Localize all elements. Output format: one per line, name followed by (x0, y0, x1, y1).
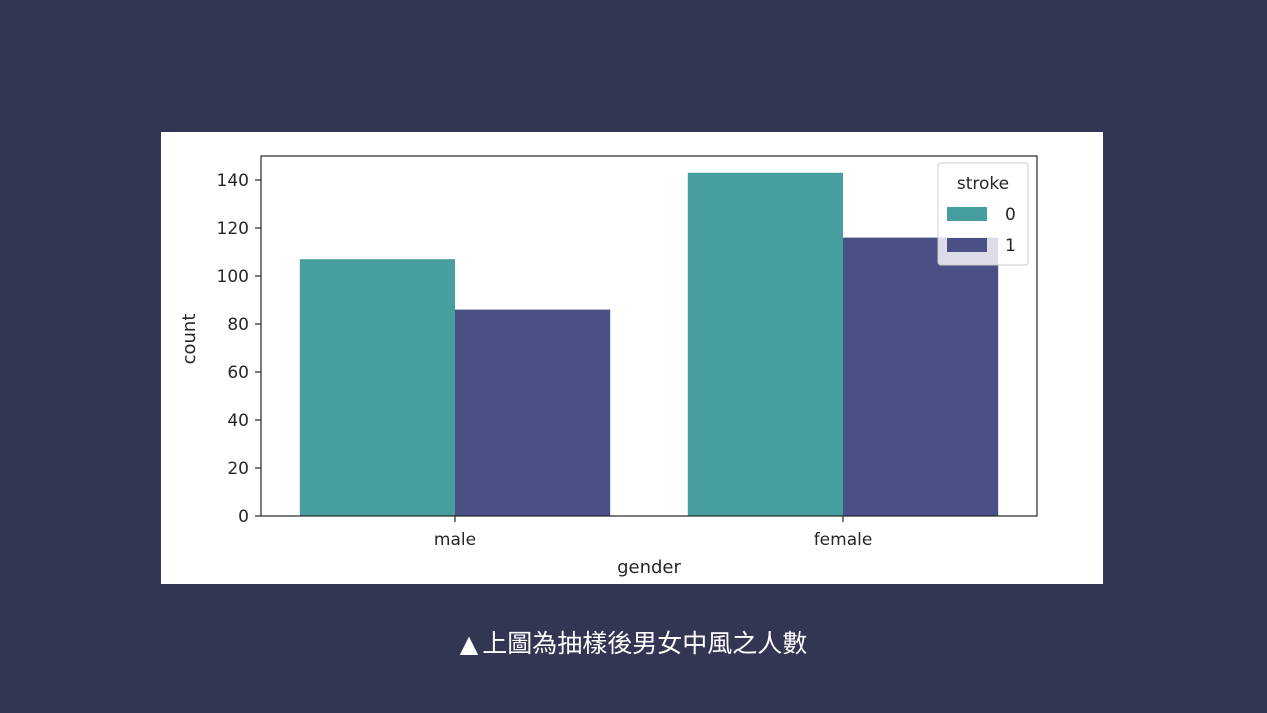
bar-female-stroke-1 (843, 238, 998, 516)
y-tick-label-140: 140 (217, 171, 249, 191)
y-axis: 0 20 40 60 80 100 120 140 (217, 171, 261, 527)
legend-title: stroke (957, 174, 1009, 194)
legend-label-1: 1 (1005, 236, 1016, 256)
y-tick-label-100: 100 (217, 267, 249, 287)
bar-male-stroke-0 (300, 259, 455, 516)
bars-layer (300, 173, 998, 516)
x-tick-label-male: male (434, 530, 476, 550)
y-tick-label-40: 40 (227, 411, 249, 431)
x-axis: male female (434, 516, 872, 550)
legend-swatch-0 (947, 207, 987, 221)
caption-text: 上圖為抽樣後男女中風之人數 (482, 629, 807, 658)
triangle-icon: ▲ (460, 630, 478, 658)
legend-swatch-1 (947, 238, 987, 252)
y-axis-label: count (179, 314, 200, 365)
bar-male-stroke-1 (455, 310, 610, 516)
bar-female-stroke-0 (688, 173, 843, 516)
chart-card: 0 20 40 60 80 100 120 140 male female count gend… (161, 132, 1103, 584)
legend: stroke 0 1 (938, 163, 1028, 265)
x-axis-label: gender (617, 557, 681, 578)
y-tick-label-80: 80 (227, 315, 249, 335)
y-tick-label-20: 20 (227, 459, 249, 479)
y-tick-label-0: 0 (238, 507, 249, 527)
legend-label-0: 0 (1005, 205, 1016, 225)
y-tick-label-60: 60 (227, 363, 249, 383)
stroke-count-bar-chart: 0 20 40 60 80 100 120 140 male female count gend… (161, 132, 1103, 584)
chart-caption: ▲ 上圖為抽樣後男女中風之人數 (0, 624, 1267, 660)
y-tick-label-120: 120 (217, 219, 249, 239)
x-tick-label-female: female (814, 530, 873, 550)
